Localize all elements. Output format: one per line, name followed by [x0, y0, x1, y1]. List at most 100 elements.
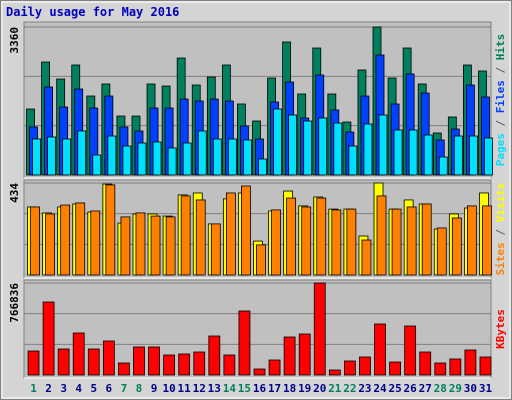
- bar: [268, 359, 281, 376]
- bar: [163, 354, 176, 376]
- x-tick-label: 22: [343, 382, 356, 395]
- legend: Pages / Files / Hits: [494, 34, 507, 167]
- x-tick-label: 19: [298, 382, 311, 395]
- bar: [241, 185, 251, 276]
- legend-separator: /: [494, 113, 507, 133]
- bar: [343, 360, 356, 376]
- bar: [223, 354, 236, 376]
- bar: [419, 351, 432, 376]
- bar: [286, 197, 297, 276]
- bar: [449, 358, 462, 376]
- bar: [436, 227, 447, 276]
- x-tick-label: 9: [151, 382, 158, 395]
- bar: [118, 362, 130, 376]
- bar: [288, 114, 298, 176]
- bar: [316, 197, 327, 276]
- bar: [135, 212, 146, 276]
- bar: [359, 356, 371, 376]
- x-tick-label: 6: [106, 382, 113, 395]
- bar: [122, 145, 132, 176]
- bar: [137, 142, 147, 176]
- bar: [87, 348, 100, 376]
- bar: [271, 209, 281, 276]
- bar: [238, 310, 251, 376]
- x-tick-label: 24: [373, 382, 387, 395]
- bar: [60, 204, 71, 276]
- chart-title: Daily usage for May 2016: [6, 5, 179, 19]
- bar: [148, 346, 160, 376]
- x-tick-label: 15: [238, 382, 251, 395]
- bar: [167, 147, 177, 176]
- bar: [423, 134, 433, 176]
- x-tick-label: 11: [178, 382, 192, 395]
- bar: [391, 208, 402, 276]
- bar: [90, 210, 101, 276]
- bar: [393, 129, 403, 176]
- bar: [376, 195, 387, 276]
- bar: [92, 154, 102, 176]
- bar: [193, 351, 206, 376]
- legend-entry: Pages: [494, 133, 507, 166]
- legend-separator: /: [494, 60, 507, 80]
- bar: [47, 136, 56, 176]
- x-tick-label: 10: [162, 382, 175, 395]
- bar: [258, 158, 267, 176]
- bar: [225, 192, 236, 276]
- y-tick-label: 3360: [8, 27, 21, 54]
- bar: [30, 206, 40, 276]
- legend-entry: Hits: [494, 34, 507, 61]
- x-tick-label: 31: [479, 382, 493, 395]
- legend: KBytes: [494, 309, 507, 349]
- bar: [363, 123, 373, 176]
- legend-entry: Sites: [494, 242, 507, 275]
- x-tick-label: 27: [419, 382, 432, 395]
- bar: [438, 156, 448, 176]
- bar: [165, 216, 176, 276]
- bar: [120, 216, 131, 276]
- x-tick-label: 29: [449, 382, 462, 395]
- bar: [434, 362, 447, 376]
- x-tick-label: 28: [434, 382, 447, 395]
- legend-entry: KBytes: [494, 309, 507, 349]
- bar: [32, 138, 41, 176]
- x-tick-label: 30: [464, 382, 477, 395]
- bar: [328, 369, 341, 376]
- bar: [273, 108, 282, 176]
- bar: [346, 208, 357, 276]
- bar: [75, 202, 86, 276]
- bar: [482, 205, 492, 276]
- bar: [45, 213, 55, 276]
- bar: [62, 138, 72, 176]
- bar: [331, 209, 342, 276]
- x-tick-label: 25: [388, 382, 401, 395]
- bar: [208, 335, 221, 376]
- bar: [318, 117, 328, 176]
- legend-entry: Files: [494, 80, 507, 113]
- y-tick-label: 766836: [8, 283, 21, 323]
- bar: [178, 353, 191, 376]
- bar: [348, 145, 358, 176]
- bar: [105, 184, 116, 276]
- x-tick-label: 17: [268, 382, 281, 395]
- bar: [133, 346, 145, 376]
- bar: [152, 141, 162, 176]
- bar: [453, 135, 463, 176]
- bar: [102, 340, 115, 376]
- x-tick-label: 18: [283, 382, 296, 395]
- bar: [27, 350, 40, 376]
- x-tick-label: 5: [90, 382, 97, 395]
- bar: [57, 348, 70, 376]
- x-tick-label: 3: [60, 382, 67, 395]
- bar: [77, 130, 87, 176]
- bar: [408, 129, 418, 176]
- legend-entry: Visits: [494, 183, 507, 223]
- legend: Sites / Visits: [494, 183, 507, 276]
- bar: [333, 122, 343, 176]
- bar: [72, 332, 85, 376]
- bar: [313, 282, 326, 376]
- bar: [389, 361, 401, 376]
- bar: [303, 120, 313, 176]
- bar: [210, 223, 221, 276]
